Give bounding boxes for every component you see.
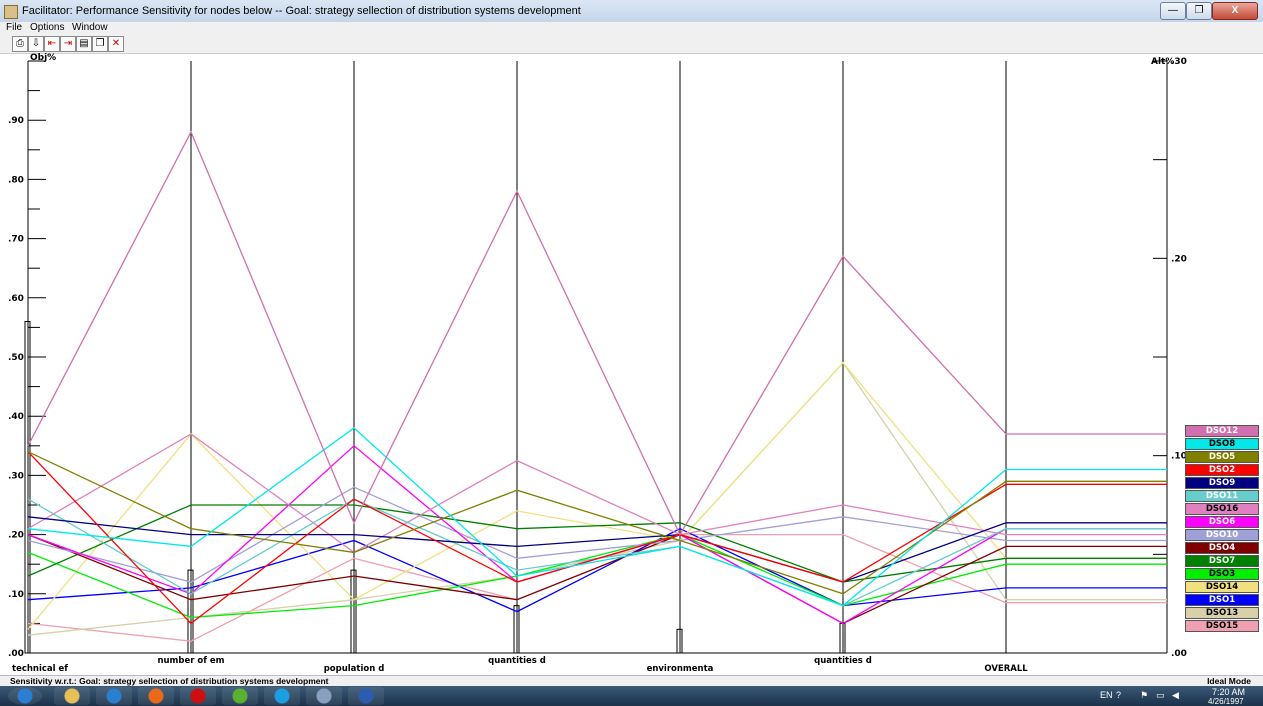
right-tick-label: .00 (1171, 649, 1187, 659)
right-tick-label: .20 (1171, 254, 1187, 264)
chart-icon[interactable]: ▤ (76, 36, 92, 52)
utorrent-icon[interactable] (222, 687, 258, 705)
copy-icon[interactable]: ❐ (92, 36, 108, 52)
legend-item-dso8[interactable]: DSO8 (1185, 438, 1259, 450)
criterion-label: number of em (157, 656, 224, 666)
left-tick-label: .20 (8, 531, 24, 541)
right-axis-label: Alt% (1151, 57, 1174, 67)
maximize-button[interactable]: ❐ (1186, 2, 1212, 20)
criterion-label: quantities d (488, 656, 546, 666)
criterion-label: population d (324, 664, 385, 674)
skype-icon[interactable] (264, 687, 300, 705)
window-titlebar: Facilitator: Performance Sensitivity for… (0, 0, 1263, 23)
left-tick-label: .80 (8, 175, 24, 185)
left-tick-label: .70 (8, 235, 24, 245)
toolbar: ⎙ ⇩ ⇤ ⇥ ▤ ❐ ✕ (0, 34, 1263, 54)
legend-item-dso3[interactable]: DSO3 (1185, 568, 1259, 580)
media-player-icon[interactable] (96, 687, 132, 705)
chart-labels: .90 .80 .70 .60 .50 .40 .30 .20 .10 .00 .30 .20 .10.… (8, 53, 1187, 674)
objective-weight-bar (676, 628, 683, 654)
app-icon (4, 5, 18, 19)
print-icon[interactable]: ⎙ (12, 36, 28, 52)
series-line-dso5 (27, 451, 1167, 595)
series-line-dso12 (27, 130, 1167, 536)
objective-weight-bars (24, 320, 846, 654)
series-line-dso10 (27, 486, 1167, 583)
legend-item-dso14[interactable]: DSO14 (1185, 581, 1259, 593)
facilitator-icon[interactable] (306, 687, 342, 705)
help-icon[interactable]: ? (1116, 690, 1122, 700)
legend-item-dso2[interactable]: DSO2 (1185, 464, 1259, 476)
series-line-dso3 (27, 533, 1167, 619)
left-arrow-icon[interactable]: ⇤ (44, 36, 60, 52)
close-icon[interactable]: ✕ (108, 36, 124, 52)
sensitivity-chart: .90 .80 .70 .60 .50 .40 .30 .20 .10 .00 .30 .20 .10.… (8, 53, 1187, 674)
series-line-dso13 (27, 361, 1167, 636)
criterion-label: environmenta (647, 664, 714, 674)
legend-item-dso9[interactable]: DSO9 (1185, 477, 1259, 489)
series-line-dso9 (27, 516, 1167, 583)
series-line-dso8 (27, 427, 1167, 607)
close-button[interactable]: X (1212, 2, 1258, 20)
menu-options[interactable]: Options (30, 22, 65, 33)
language-indicator[interactable]: EN (1100, 690, 1113, 700)
minimize-button[interactable]: — (1160, 2, 1186, 20)
left-tick-label: .60 (8, 294, 24, 304)
series-line-dso7 (27, 504, 1167, 583)
criterion-label: OVERALL (984, 664, 1028, 674)
left-tick-label: .10 (8, 590, 24, 600)
criterion-label: technical ef (12, 664, 68, 674)
left-tick-label: .50 (8, 353, 24, 363)
left-tick-label: .90 (8, 116, 24, 126)
status-text: Sensitivity w.r.t.: Goal: strategy selle… (10, 676, 329, 686)
menu-file[interactable]: File (6, 22, 23, 33)
network-icon[interactable]: ▭ (1156, 690, 1165, 700)
clock-time[interactable]: 7:20 AM (1212, 687, 1246, 697)
legend-item-dso13[interactable]: DSO13 (1185, 607, 1259, 619)
legend-item-dso16[interactable]: DSO16 (1185, 503, 1259, 515)
mode-indicator: Ideal Mode (1207, 676, 1251, 686)
right-tick-label: .10 (1171, 452, 1187, 462)
right-arrow-icon[interactable]: ⇥ (60, 36, 76, 52)
legend-item-dso5[interactable]: DSO5 (1185, 451, 1259, 463)
chart-axes (27, 60, 1168, 654)
clock-date[interactable]: 4/26/1997 (1208, 697, 1244, 706)
taskbar: EN ? ⚑ ▭ ◀ 7:20 AM 4/26/1997 (0, 686, 1263, 706)
left-tick-label: .30 (8, 471, 24, 481)
firefox-icon[interactable] (138, 687, 174, 705)
opera-icon[interactable] (180, 687, 216, 705)
legend-item-dso15[interactable]: DSO15 (1185, 620, 1259, 632)
legend-item-dso1[interactable]: DSO1 (1185, 594, 1259, 606)
objective-weight-bar (513, 605, 520, 654)
objective-weight-bar (187, 569, 194, 654)
export-icon[interactable]: ⇩ (28, 36, 44, 52)
criterion-label: quantities d (814, 656, 872, 666)
volume-icon[interactable]: ◀ (1172, 690, 1179, 700)
objective-weight-bar (350, 569, 357, 654)
legend: DSO12 DSO8 DSO5 DSO2 DSO9 DSO11 DSO16 DSO6 DSO10… (1185, 425, 1259, 633)
series-line-dso4 (27, 533, 1167, 625)
start-button[interactable] (8, 687, 42, 705)
window-title: Facilitator: Performance Sensitivity for… (22, 5, 581, 17)
menu-window[interactable]: Window (72, 22, 108, 33)
legend-item-dso12[interactable]: DSO12 (1185, 425, 1259, 437)
right-tick-label: .30 (1171, 57, 1187, 67)
status-bar: Sensitivity w.r.t.: Goal: strategy selle… (0, 675, 1263, 686)
legend-item-dso4[interactable]: DSO4 (1185, 542, 1259, 554)
series-lines (27, 130, 1167, 642)
tray-flag-icon[interactable]: ⚑ (1140, 690, 1149, 700)
objective-weight-bar (24, 320, 31, 654)
series-line-dso16 (27, 433, 1167, 554)
left-tick-label: .40 (8, 412, 24, 422)
menu-bar: File Options Window (0, 22, 1263, 34)
legend-item-dso10[interactable]: DSO10 (1185, 529, 1259, 541)
series-line-dso1 (27, 527, 1167, 613)
legend-item-dso11[interactable]: DSO11 (1185, 490, 1259, 502)
word-icon[interactable] (348, 687, 384, 705)
left-axis-label: Obj% (30, 53, 56, 63)
legend-item-dso7[interactable]: DSO7 (1185, 555, 1259, 567)
explorer-icon[interactable] (54, 687, 90, 705)
left-tick-label: .00 (8, 649, 24, 659)
legend-item-dso6[interactable]: DSO6 (1185, 516, 1259, 528)
